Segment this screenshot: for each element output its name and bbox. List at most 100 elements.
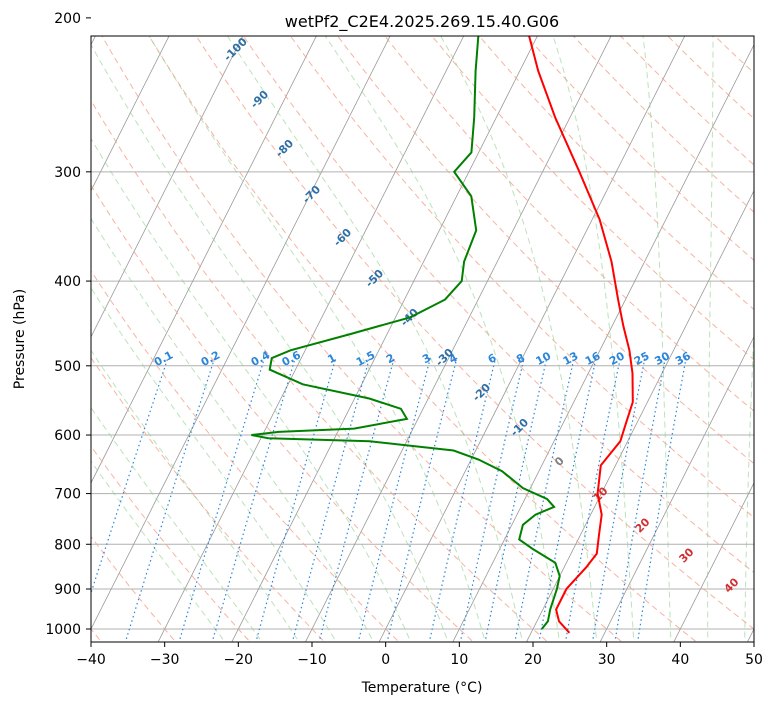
isotherm-line xyxy=(673,482,754,642)
dry-adiabat xyxy=(572,36,754,213)
dry-adiabat xyxy=(195,36,754,630)
profile-lines xyxy=(251,36,634,634)
x-tick-label: 30 xyxy=(598,652,616,668)
dry-adiabat xyxy=(714,36,754,74)
mixing-ratio-label: 10 xyxy=(534,349,554,368)
mixing-ratio-line xyxy=(91,357,169,595)
isotherm-line xyxy=(231,36,538,642)
mixing-ratio-label: 8 xyxy=(514,351,527,366)
mixing-ratio-label: 1 xyxy=(325,351,338,366)
moist-adiabat xyxy=(324,36,561,642)
mixing-ratio-line xyxy=(637,357,687,642)
y-tick-label: 800 xyxy=(54,537,81,553)
y-tick-label: 600 xyxy=(54,428,81,444)
dry-adiabat xyxy=(505,0,775,647)
y-tick-label: 700 xyxy=(54,487,81,503)
chart-title: wetPf2_C2E4.2025.269.15.40.G06 xyxy=(285,12,559,32)
moist-adiabat xyxy=(91,287,337,642)
isotherm-line xyxy=(157,36,465,642)
dry-adiabat-label: -70 xyxy=(300,183,323,206)
x-tick-label: 10 xyxy=(450,652,468,668)
dry-adiabat xyxy=(91,356,326,642)
mixing-ratio-line xyxy=(291,357,370,642)
isotherm-line xyxy=(304,36,612,642)
moist-adiabat xyxy=(91,137,412,642)
dewpoint-profile xyxy=(251,36,561,630)
moist-adiabat xyxy=(440,36,598,642)
x-tick-label: −30 xyxy=(150,652,180,668)
y-tick-label: 1000 xyxy=(45,622,81,638)
moist-adiabat xyxy=(148,36,486,642)
mixing-ratio-line xyxy=(124,357,216,642)
dry-adiabat xyxy=(544,0,775,647)
mixing-ratio-label: 16 xyxy=(583,349,603,368)
mixing-ratio-label: 30 xyxy=(652,349,672,368)
dry-adiabat-label: 30 xyxy=(677,545,697,565)
x-tick-label: 20 xyxy=(524,652,542,668)
y-tick-label: 200 xyxy=(54,11,81,27)
dry-adiabat-label: 0 xyxy=(552,454,567,469)
mixing-ratio-line xyxy=(614,357,666,642)
x-tick-label: 0 xyxy=(381,652,390,668)
mixing-ratio-line xyxy=(386,357,458,642)
moist-adiabat xyxy=(552,36,635,642)
x-tick-label: 50 xyxy=(745,652,763,668)
moist-adiabat xyxy=(707,36,714,642)
isotherm-line xyxy=(599,335,754,642)
x-axis-label: Temperature (°C) xyxy=(361,680,483,696)
x-tick-label: 40 xyxy=(671,652,689,668)
moist-adiabat xyxy=(91,217,375,642)
mixing-ratio-line xyxy=(428,357,497,642)
x-tick-label: −10 xyxy=(297,652,327,668)
y-axis-label: Pressure (hPa) xyxy=(12,289,28,389)
dry-adiabat xyxy=(525,36,754,261)
moist-adiabat xyxy=(91,349,300,642)
y-tick-label: 500 xyxy=(54,359,81,375)
dry-adiabat-label: -90 xyxy=(248,88,271,111)
mixing-ratio-label: 2 xyxy=(384,351,397,366)
mixing-ratio-line xyxy=(255,357,337,642)
y-tick-label: 900 xyxy=(54,582,81,598)
isotherm-line xyxy=(91,36,317,484)
mixing-ratio-label: 36 xyxy=(673,349,693,368)
background-lines xyxy=(91,0,775,647)
isotherm-line xyxy=(91,36,391,630)
dry-adiabat-label: -80 xyxy=(273,137,296,160)
dry-adiabat xyxy=(478,36,754,311)
dry-adiabat xyxy=(620,0,775,647)
moist-adiabat xyxy=(226,36,523,642)
dry-adiabat-label: -60 xyxy=(331,226,354,249)
dry-adiabat xyxy=(91,184,475,642)
x-axis: −40 −30 −20 −10 0 10 20 30 40 50 xyxy=(76,642,763,668)
dry-adiabat xyxy=(667,36,754,120)
isotherm-line xyxy=(91,36,244,338)
isotherm-line xyxy=(378,36,686,642)
dry-adiabat xyxy=(431,36,754,361)
moist-adiabat xyxy=(744,319,754,642)
dry-adiabat xyxy=(91,535,177,642)
mixing-ratio-line xyxy=(178,357,266,642)
dry-adiabat xyxy=(148,36,698,642)
moist-adiabat xyxy=(642,36,672,642)
temperature-profile xyxy=(528,36,634,634)
mixing-ratio-label: 25 xyxy=(632,349,652,368)
isotherm-line xyxy=(746,628,754,642)
dry-adiabat xyxy=(619,36,754,166)
dry-adiabat-label: -20 xyxy=(470,381,493,404)
moist-adiabat xyxy=(91,406,263,642)
mixing-ratio-label: 20 xyxy=(607,349,627,368)
dry-adiabat-label: 10 xyxy=(591,484,611,504)
y-tick-label: 400 xyxy=(54,274,81,290)
mixing-ratio-label: 13 xyxy=(561,349,581,368)
dry-adiabat xyxy=(91,99,549,642)
mixing-ratio-label: 6 xyxy=(486,351,499,366)
mixing-ratio-line xyxy=(484,357,548,642)
mixing-ratio-line xyxy=(357,357,431,642)
isotherm-line xyxy=(91,36,96,46)
moist-adiabat xyxy=(91,43,449,642)
mixing-ratio-line xyxy=(459,357,525,642)
y-axis: 1002003004005006007008009001000 xyxy=(45,11,91,638)
mixing-ratio-line xyxy=(538,357,597,642)
dry-adiabat xyxy=(242,36,754,574)
